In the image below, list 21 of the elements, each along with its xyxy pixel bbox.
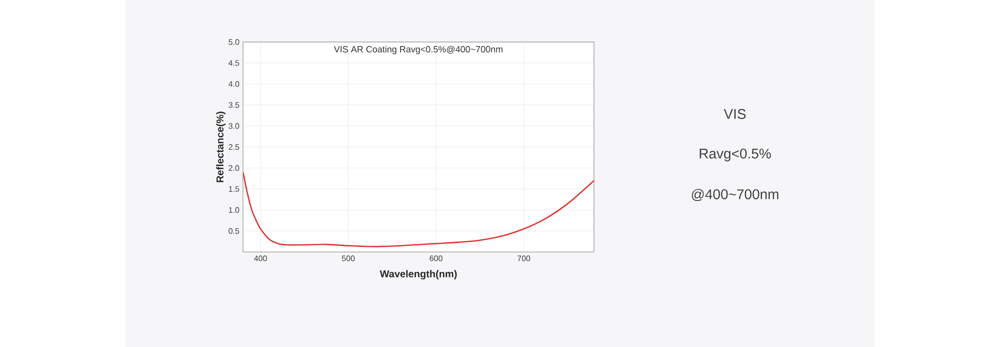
x-tick-label: 500 [342,256,355,262]
text: @400~700nm [692,188,778,202]
y-tick-label: 4.0 [228,81,240,87]
y-tick-label: 4.5 [228,60,240,66]
y-tick-label: 5.0 [228,39,240,45]
text: Ravg<0.5% [700,148,771,162]
x-tick-label: 700 [518,256,530,262]
y-tick-label: 0.5 [228,228,240,234]
y-tick-label: 1.0 [228,207,240,213]
y-tick-label: 2.5 [228,144,240,150]
chart-title: VIS AR Coating Ravg<0.5%@400~700nm [334,46,502,54]
x-tick-label: 600 [430,256,442,262]
y-tick-label: 3.0 [228,123,240,129]
x-tick-label: 400 [254,256,267,262]
y-tick-label: 2.0 [228,165,240,171]
y-tick-label: 3.5 [228,102,240,108]
line-series [243,172,594,248]
x-axis-title: Wavelength(nm) [380,270,457,280]
y-tick-label: 1.5 [228,186,240,192]
y-axis-title: Reflectance(%) [216,112,226,182]
text: VIS [724,109,746,119]
